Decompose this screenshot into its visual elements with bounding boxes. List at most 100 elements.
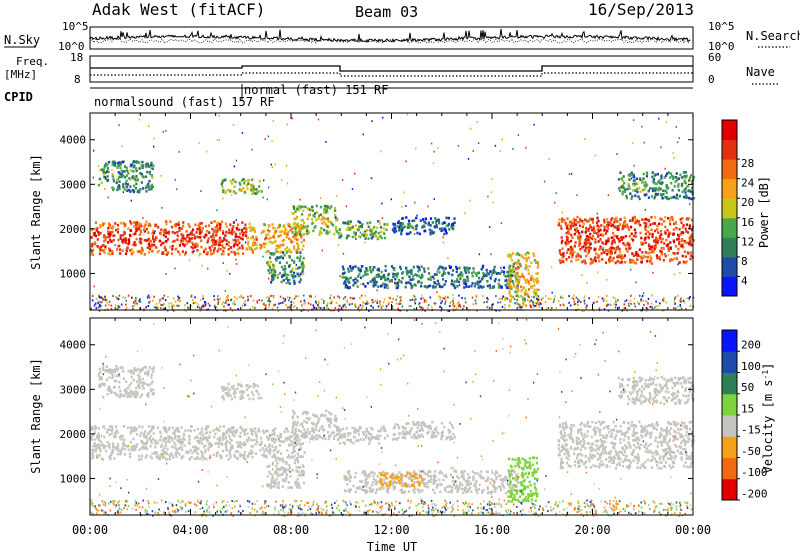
echo-point	[145, 447, 149, 451]
echo-point	[281, 485, 284, 488]
echo-point	[124, 241, 127, 244]
echo-point	[640, 260, 643, 264]
echo-point	[306, 217, 309, 221]
echo-point	[364, 237, 367, 240]
near-range-point	[588, 297, 590, 300]
echo-point	[499, 272, 502, 275]
echo-point	[157, 454, 160, 457]
echo-point	[362, 282, 365, 286]
echo-point	[96, 245, 99, 248]
echo-point	[647, 219, 651, 223]
sparse-point	[418, 303, 420, 306]
near-range-point	[456, 302, 459, 305]
echo-point	[116, 374, 119, 378]
echo-point	[691, 186, 694, 190]
echo-point	[188, 458, 192, 461]
echo-point	[296, 248, 299, 252]
near-range-point	[227, 299, 229, 301]
echo-point	[649, 255, 652, 258]
echo-point	[107, 226, 110, 230]
echo-point	[273, 227, 276, 230]
echo-point	[111, 372, 114, 376]
sparse-point	[581, 274, 583, 276]
echo-point	[194, 457, 197, 461]
echo-point	[590, 261, 593, 265]
echo-point	[593, 248, 596, 252]
echo-point	[680, 182, 683, 186]
echo-point	[230, 385, 233, 389]
echo-point	[596, 216, 599, 220]
near-range-point	[559, 296, 562, 299]
echo-point	[177, 250, 180, 254]
echo-point	[301, 260, 304, 264]
echo-point	[114, 447, 118, 451]
echo-point	[285, 462, 288, 466]
echo-point	[279, 244, 282, 248]
echo-point	[279, 432, 282, 436]
near-range-point	[459, 305, 462, 308]
echo-point	[221, 244, 224, 247]
echo-point	[295, 267, 298, 271]
echo-point	[152, 388, 155, 392]
echo-point	[299, 272, 302, 276]
echo-point	[140, 249, 143, 253]
echo-point	[187, 450, 190, 454]
echo-point	[417, 269, 420, 273]
echo-point	[644, 237, 647, 240]
cpid-label-2: normal (fast) 151 RF	[244, 83, 389, 97]
echo-point	[260, 396, 263, 400]
echo-point	[620, 236, 623, 240]
echo-point	[639, 190, 642, 193]
echo-point	[227, 247, 230, 251]
echo-point	[171, 454, 174, 457]
echo-point	[212, 230, 215, 234]
sparse-point	[371, 120, 373, 122]
echo-point	[141, 442, 144, 445]
echo-point	[598, 254, 601, 258]
echo-point	[566, 238, 569, 242]
echo-point	[278, 225, 281, 229]
echo-point	[231, 433, 234, 436]
echo-point	[361, 233, 364, 236]
near-range-point	[190, 294, 193, 297]
near-range-point	[535, 302, 538, 305]
echo-point	[128, 384, 131, 387]
noise-panel-frame	[89, 26, 694, 50]
sparse-point	[667, 254, 669, 256]
near-range-point	[224, 301, 227, 304]
echo-point	[309, 208, 312, 212]
echo-point	[584, 261, 587, 265]
echo-point	[406, 273, 409, 276]
echo-point	[663, 242, 666, 245]
echo-point	[313, 226, 316, 229]
echo-point	[665, 185, 668, 189]
echo-point	[196, 439, 199, 443]
echo-point	[270, 241, 273, 244]
echo-point	[508, 290, 511, 293]
echo-point	[130, 163, 133, 167]
echo-point	[374, 283, 377, 287]
echo-point	[148, 244, 151, 247]
echo-point	[178, 438, 181, 441]
sparse-point	[174, 267, 176, 270]
echo-point	[113, 386, 116, 389]
echo-point	[383, 283, 386, 286]
echo-point	[658, 186, 661, 190]
echo-point	[157, 249, 160, 253]
echo-point	[291, 428, 294, 432]
echo-point	[265, 455, 268, 458]
near-range-point	[326, 302, 329, 305]
echo-point	[219, 439, 222, 442]
echo-point	[202, 445, 206, 448]
sparse-point	[235, 219, 237, 222]
echo-point	[122, 221, 125, 225]
echo-point	[643, 187, 647, 191]
echo-point	[213, 235, 216, 239]
echo-point	[295, 469, 298, 473]
echo-point	[285, 251, 288, 254]
echo-point	[464, 279, 467, 282]
echo-point	[268, 437, 271, 440]
echo-point	[98, 367, 101, 371]
echo-point	[154, 445, 157, 449]
